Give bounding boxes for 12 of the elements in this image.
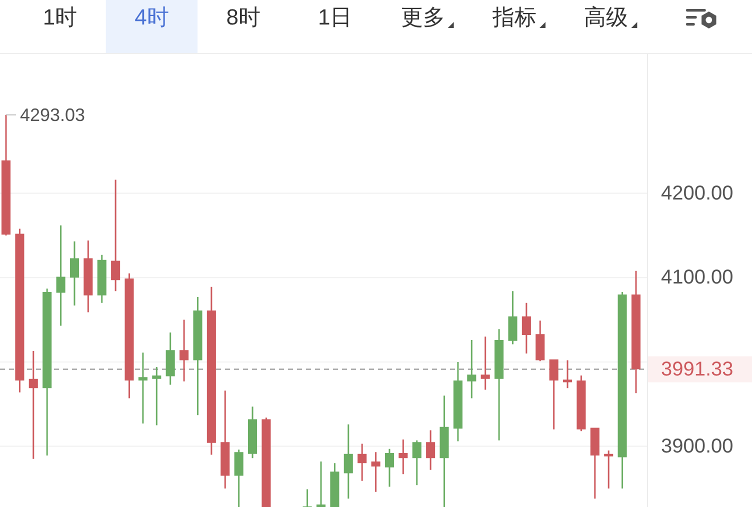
tab-label: 1日 (318, 4, 352, 30)
y-tick-label: 4200.00 (661, 182, 734, 204)
tab-label: 更多 (400, 4, 445, 30)
tab-label: 1时 (42, 4, 78, 30)
tab-label: 4时 (134, 4, 169, 30)
tab-label: 高级 (584, 4, 628, 30)
annotation: 4293.03 (20, 104, 86, 125)
ref-line-label: 3991.33 (661, 358, 734, 380)
tab-label: 8时 (226, 4, 261, 30)
y-tick-label: 4100.00 (661, 266, 734, 289)
tab-label: 指标 (492, 4, 536, 30)
y-tick-label: 3900.00 (661, 435, 734, 458)
